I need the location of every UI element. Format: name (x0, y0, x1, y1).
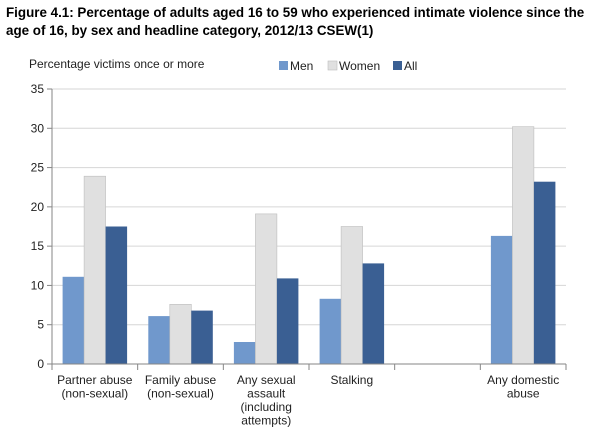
bar-men (233, 342, 256, 364)
x-category-label: attempts) (241, 414, 291, 428)
legend-swatch-men (279, 61, 288, 70)
gridlines (52, 88, 566, 326)
bar-women (169, 303, 192, 365)
bar-men (62, 276, 85, 364)
y-tick-label: 0 (37, 357, 44, 371)
legend-swatch-all (393, 61, 402, 70)
y-tick-label: 5 (37, 318, 44, 332)
bar-women (512, 126, 535, 365)
figure-title: Figure 4.1: Percentage of adults aged 16… (6, 5, 585, 38)
y-axis-label: Percentage victims once or more (29, 57, 205, 71)
bar-men (490, 235, 513, 364)
bar-all (533, 181, 556, 364)
bar-men (319, 298, 342, 364)
bar-women (255, 213, 278, 365)
legend: Men Women All (279, 59, 417, 73)
legend-label-men: Men (290, 59, 313, 73)
x-category-label: assault (247, 387, 286, 401)
x-category-label: (including (241, 400, 292, 414)
legend-label-all: All (404, 59, 417, 73)
x-category-label: (non-sexual) (147, 387, 214, 401)
y-tick-label: 20 (31, 200, 45, 214)
x-category-label: Family abuse (145, 373, 217, 387)
x-category-label: Partner abuse (57, 373, 133, 387)
x-category-label: Any sexual (237, 373, 296, 387)
bar-all (362, 263, 385, 364)
y-tick-label: 30 (31, 121, 45, 135)
y-tick-label: 15 (31, 239, 45, 253)
bar-all (276, 278, 299, 364)
y-tick-label: 10 (31, 278, 45, 292)
y-tick-label: 25 (31, 161, 45, 175)
x-category-label: Any domestic (487, 373, 559, 387)
legend-label-women: Women (339, 59, 380, 73)
x-category-label: Stalking (330, 373, 373, 387)
y-tick-label: 35 (31, 82, 45, 96)
bar-all (191, 310, 213, 364)
bar-men (148, 316, 170, 364)
x-category-label: abuse (507, 387, 540, 401)
legend-swatch-women (327, 60, 338, 71)
bar-women (340, 226, 363, 365)
bars (62, 126, 556, 365)
bar-all (105, 226, 128, 364)
bar-women (83, 175, 106, 365)
x-category-label: (non-sexual) (61, 387, 128, 401)
